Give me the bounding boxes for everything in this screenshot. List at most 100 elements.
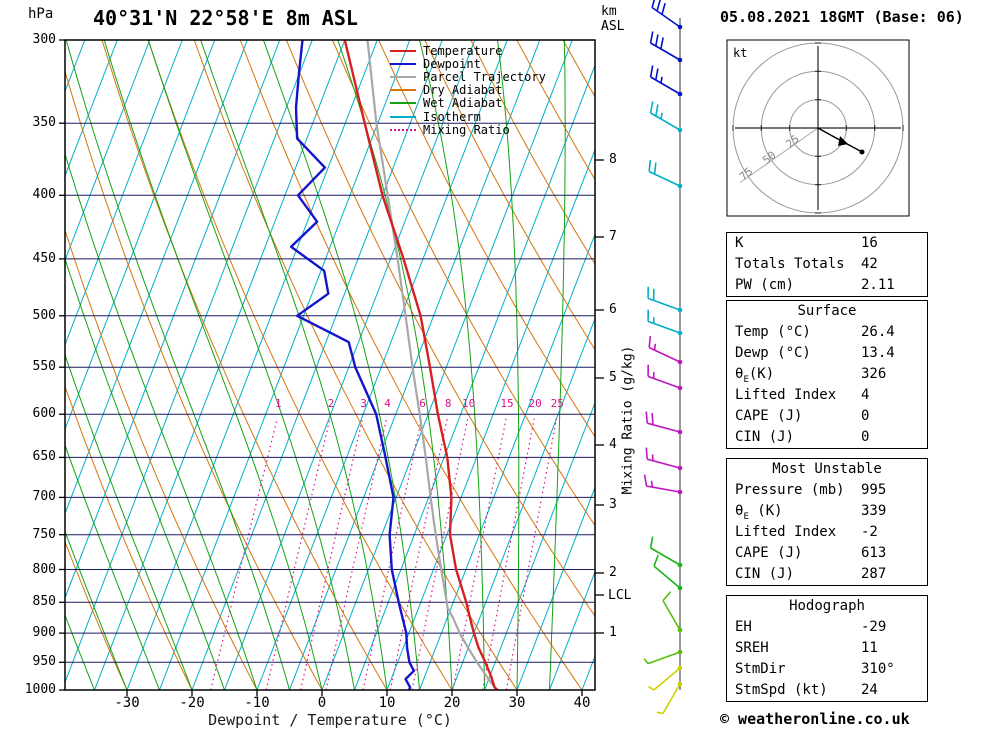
legend-swatch [390, 89, 416, 92]
table-row-value: 2.11 [861, 277, 895, 293]
wind-barb-staff [650, 112, 681, 131]
table-row: Lifted Index -2 [727, 522, 927, 543]
pressure-tick-label: 300 [32, 32, 56, 47]
wind-barb-feather [655, 34, 659, 47]
datetime-title: 05.08.2021 18GMT (Base: 06) [720, 8, 964, 26]
wind-barb [645, 411, 683, 435]
wind-barb [656, 681, 683, 715]
isotherm-line [451, 317, 595, 690]
plot-frame [64, 39, 596, 691]
legend-swatch [390, 75, 416, 78]
wet-adiabat-line [147, 40, 355, 690]
mixing-ratio-value-label: 8 [445, 397, 452, 410]
wind-barb-staff [647, 297, 681, 311]
table-row-label: θE (K) [735, 503, 783, 522]
axis-ticks [59, 39, 604, 696]
mixing-ratio-line [482, 418, 535, 690]
table-header: Most Unstable [772, 461, 882, 477]
wind-barb [662, 591, 683, 633]
km-tick-label: 3 [609, 497, 617, 512]
legend-item: Temperature [390, 44, 546, 58]
wind-barb-feather [653, 554, 659, 567]
mixing-ratio-value-label: 2 [328, 397, 335, 410]
wind-barb-feather [656, 0, 661, 12]
wind-barb-half-feather [648, 685, 655, 691]
temp-tick-label: 0 [317, 695, 327, 711]
wind-barb-feather [651, 0, 656, 8]
mixing-ratio-value-label: 20 [528, 397, 541, 410]
table-row-label: CIN (J) [735, 429, 795, 445]
table-row: Dewp (°C) 13.4 [727, 343, 927, 364]
temp-tick-label: 20 [443, 695, 461, 711]
legend-swatch [390, 128, 416, 131]
wind-barb [647, 364, 683, 391]
legend-swatch [390, 62, 416, 65]
table-header: Hodograph [789, 598, 865, 614]
table-row-value: 287 [861, 566, 887, 582]
temp-tick-label: -10 [244, 695, 270, 711]
wind-barb-feather [645, 447, 648, 460]
wind-barb-staff [648, 346, 681, 363]
wind-barb-feather [649, 65, 654, 78]
isotherm-line [516, 486, 595, 690]
table-row: Temp (°C) 26.4 [727, 322, 927, 343]
parcel-trajectory-curve [366, 40, 496, 689]
wind-barb-staff [653, 667, 681, 691]
pressure-tick-label: 550 [32, 359, 56, 375]
mixing-ratio-line [505, 418, 558, 690]
storm-motion-marker [838, 136, 848, 146]
table-row: CIN (J) 0 [727, 427, 927, 448]
table-row-value: 24 [861, 682, 878, 698]
isotherm-line [289, 40, 541, 690]
mixing-ratio-line [210, 418, 278, 690]
wind-barb-feather [645, 411, 648, 424]
isotherm-line [256, 40, 508, 690]
wind-barb [645, 447, 683, 471]
table-row-label: StmDir [735, 661, 786, 677]
temp-tick-label: 40 [573, 695, 591, 711]
legend-item: Isotherm [390, 110, 546, 124]
isotherm-line [191, 40, 443, 690]
table-row-value: -29 [861, 619, 887, 635]
legend-item: Parcel Trajectory [390, 69, 546, 84]
mixing-ratio-line [411, 418, 469, 690]
wind-barb [647, 309, 683, 336]
table-row-value: 326 [861, 366, 887, 382]
wind-barb [649, 536, 683, 568]
table-row-value: 0 [861, 429, 870, 445]
table-row-value: 613 [861, 545, 887, 561]
pressure-tick-label: 400 [32, 187, 56, 203]
wind-barb-staff [650, 42, 681, 61]
pressure-tick-label: 500 [32, 307, 56, 323]
temperature-curve [343, 40, 499, 690]
dry-adiabat-line [147, 40, 453, 690]
mixing-ratio-value-label: 10 [462, 397, 475, 410]
isotherm-line [224, 40, 476, 690]
legend-label: Parcel Trajectory [423, 69, 546, 84]
wet-adiabat-line [65, 529, 128, 690]
wet-adiabat-line [65, 613, 95, 690]
hodograph-label-line [739, 127, 819, 183]
table-row-label: θE(K) [735, 366, 775, 385]
wind-barb-feather [655, 104, 659, 117]
mixing-ratio-line [325, 418, 388, 690]
table-row: EH -29 [727, 617, 927, 638]
hodograph-trace-end-dot [859, 149, 865, 155]
isotherm-line [321, 40, 573, 690]
dry-adiabat-line [378, 40, 595, 438]
mixing-ratio-line [362, 418, 423, 690]
wind-barb-feather [651, 413, 654, 425]
wind-barb-feather [649, 101, 654, 114]
altitude-unit-asl: ASL [601, 19, 625, 34]
table-row-value: 310° [861, 661, 895, 677]
table-row-value: 42 [861, 256, 878, 272]
mixing-ratio-value-label: 3 [360, 397, 367, 410]
isotherm-line [65, 40, 216, 431]
wind-barb-staff [648, 170, 681, 187]
legend-item: Mixing Ratio [390, 123, 546, 137]
legend-item: Dewpoint [390, 57, 546, 71]
pressure-tick-label: 850 [32, 594, 56, 610]
mixing-ratio-line [389, 418, 448, 690]
